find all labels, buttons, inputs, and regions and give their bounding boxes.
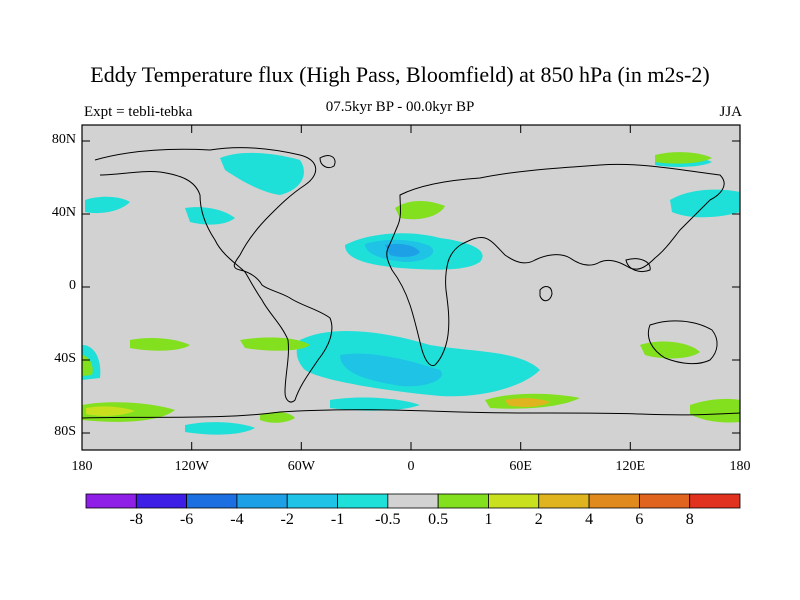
- anomaly-patch: [640, 341, 700, 359]
- colorbar-swatch: [135, 493, 188, 509]
- season-label: JJA: [719, 104, 742, 120]
- colorbar-swatch: [85, 493, 137, 509]
- colorbar-label: 0.5: [428, 511, 449, 528]
- y-tick-label: 80S: [54, 424, 76, 439]
- colorbar-label: -0.5: [375, 511, 401, 528]
- colorbar-swatch: [337, 493, 389, 509]
- anomaly-patch: [340, 353, 442, 387]
- colorbar-label: 8: [685, 511, 694, 528]
- anomaly-patch: [690, 398, 740, 423]
- colorbar: [85, 493, 741, 509]
- x-axis-ticks: [81, 125, 741, 450]
- coastline-eurasia-africa: [386, 163, 725, 367]
- coastline-australia: [647, 320, 718, 365]
- anomaly-patch: [185, 207, 235, 225]
- anomaly-patch: [330, 397, 420, 411]
- colorbar-label: -2: [280, 511, 294, 528]
- anomaly-patch: [505, 398, 550, 407]
- colorbar-swatch: [387, 493, 439, 509]
- colorbar-label: 1: [484, 511, 493, 528]
- colorbar-swatch: [538, 493, 590, 509]
- coastline-americas: [94, 147, 333, 403]
- experiment-label: Expt = tebli-tebka: [84, 104, 193, 120]
- colorbar-swatch: [638, 493, 691, 509]
- x-tick-label: 60W: [287, 459, 315, 474]
- colorbar-swatch: [286, 493, 338, 509]
- anomaly-patch: [240, 337, 310, 351]
- y-tick-label: 0: [69, 278, 76, 293]
- x-tick-label: 0: [407, 459, 415, 474]
- coastline-island: [625, 258, 651, 273]
- colorbar-label: 4: [585, 511, 594, 528]
- colorbar-swatch: [488, 493, 540, 509]
- coastline-island: [539, 286, 553, 302]
- coastline-island: [319, 155, 336, 169]
- anomaly-patch: [130, 337, 190, 351]
- colorbar-label: -1: [330, 511, 345, 528]
- colorbar-swatch: [236, 493, 288, 509]
- colorbar-label: 2: [534, 511, 543, 528]
- y-tick-label: 40N: [51, 205, 76, 220]
- coastline-antarctica: [81, 409, 741, 419]
- colorbar-swatch: [437, 493, 489, 509]
- map-background: [82, 125, 740, 450]
- anomaly-patch: [85, 196, 130, 214]
- positive-anomalies: [82, 152, 740, 423]
- x-tick-label: 120E: [615, 459, 646, 474]
- colorbar-label: -6: [179, 511, 194, 528]
- y-tick-label: 80N: [51, 132, 76, 147]
- y-tick-label: 40S: [54, 351, 76, 366]
- anomaly-patch: [185, 422, 255, 435]
- anomaly-patch: [670, 189, 740, 218]
- x-tick-label: 120W: [174, 459, 209, 474]
- x-tick-label: 60E: [509, 459, 532, 474]
- negative-anomalies: [82, 152, 740, 435]
- anomaly-patch: [655, 152, 712, 164]
- anomaly-patch: [260, 412, 295, 423]
- colorbar-swatch: [588, 493, 640, 509]
- anomaly-patch: [86, 406, 135, 416]
- y-axis-ticks: [82, 140, 740, 434]
- colorbar-label: -8: [129, 511, 143, 528]
- coastlines: [81, 147, 741, 419]
- anomaly-patch: [220, 152, 304, 195]
- x-tick-label: 180: [729, 459, 751, 474]
- colorbar-swatch: [186, 493, 238, 509]
- colorbar-label: 6: [635, 511, 644, 528]
- period-label: 07.5kyr BP - 00.0kyr BP: [325, 99, 475, 115]
- colorbar-label: -4: [230, 511, 244, 528]
- anomaly-patch: [395, 201, 445, 220]
- anomaly-patch: [385, 243, 420, 257]
- colorbar-swatch: [689, 493, 741, 509]
- plot-title: Eddy Temperature flux (High Pass, Bloomf…: [90, 62, 710, 87]
- x-tick-label: 180: [71, 459, 93, 474]
